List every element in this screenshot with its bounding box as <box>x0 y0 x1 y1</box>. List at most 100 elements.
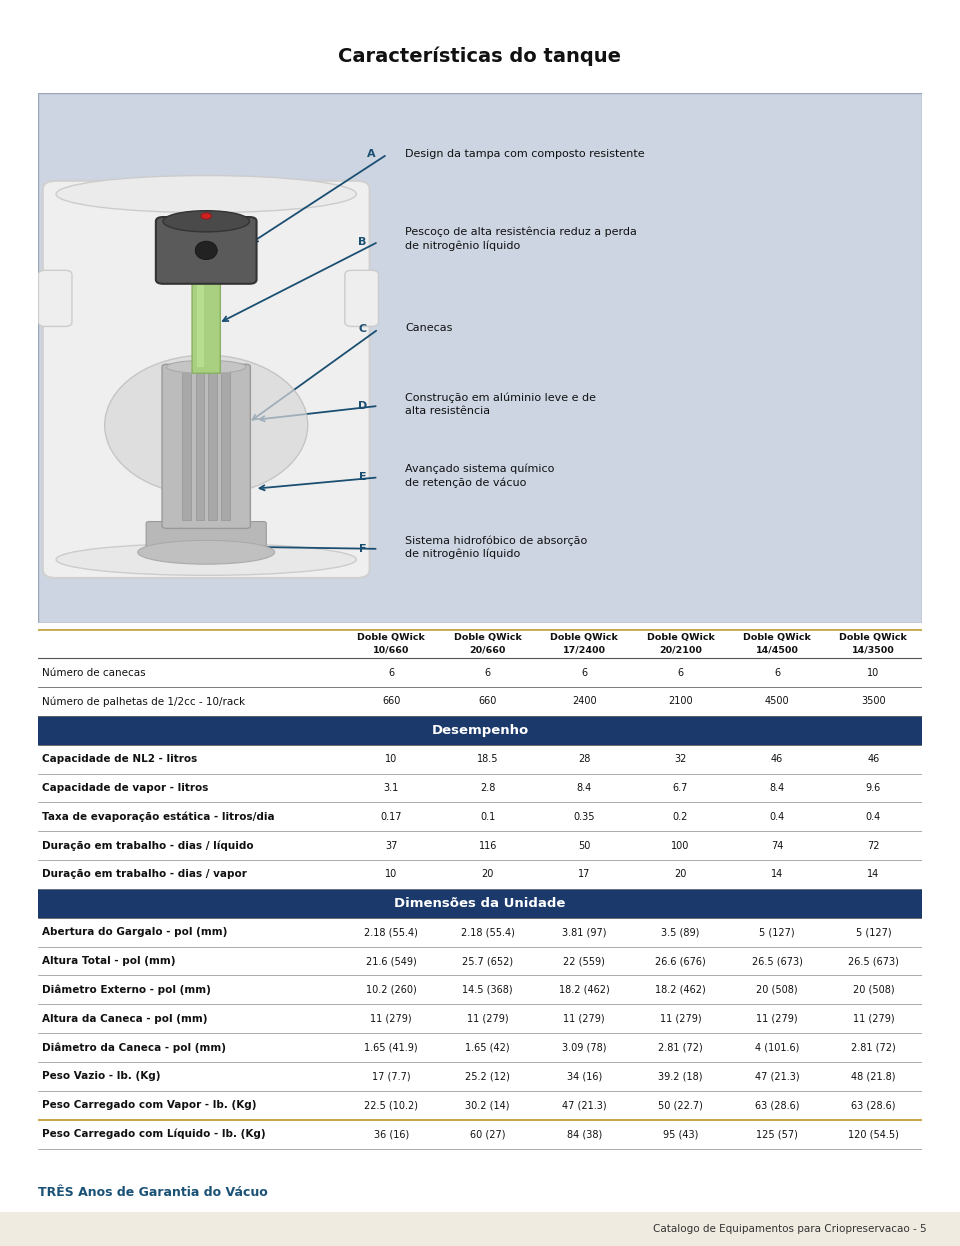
Bar <box>38 976 922 1004</box>
Text: 34 (16): 34 (16) <box>566 1072 602 1082</box>
Text: 18.2 (462): 18.2 (462) <box>655 984 706 994</box>
Bar <box>38 1091 922 1120</box>
Text: Peso Vazio - lb. (Kg): Peso Vazio - lb. (Kg) <box>42 1072 160 1082</box>
Text: 8.4: 8.4 <box>769 782 784 792</box>
FancyBboxPatch shape <box>162 364 251 528</box>
Text: Abertura do Gargalo - pol (mm): Abertura do Gargalo - pol (mm) <box>42 927 228 937</box>
FancyBboxPatch shape <box>43 181 370 578</box>
Ellipse shape <box>163 211 250 232</box>
Text: 11 (279): 11 (279) <box>756 1014 798 1024</box>
Text: Número de canecas: Número de canecas <box>42 668 146 678</box>
Text: Duração em trabalho - dias / líquido: Duração em trabalho - dias / líquido <box>42 840 253 851</box>
Text: 72: 72 <box>867 841 879 851</box>
Text: 2400: 2400 <box>572 697 596 706</box>
Text: 11 (279): 11 (279) <box>371 1014 412 1024</box>
Bar <box>196 373 204 521</box>
FancyBboxPatch shape <box>146 522 266 548</box>
Bar <box>38 745 922 774</box>
Text: 116: 116 <box>478 841 497 851</box>
Text: 25.2 (12): 25.2 (12) <box>466 1072 510 1082</box>
Bar <box>38 1062 922 1091</box>
Text: 0.2: 0.2 <box>673 812 688 822</box>
Text: 3.1: 3.1 <box>384 782 399 792</box>
Bar <box>38 860 922 888</box>
Text: Design da tampa com composto resistente: Design da tampa com composto resistente <box>405 150 644 159</box>
Text: 26.5 (673): 26.5 (673) <box>848 956 899 966</box>
Bar <box>198 279 204 366</box>
Bar <box>182 373 191 521</box>
Text: Pescoço de alta resistência reduz a perda
de nitrogênio líquido: Pescoço de alta resistência reduz a perd… <box>405 227 636 252</box>
Text: 74: 74 <box>771 841 783 851</box>
Bar <box>38 888 922 918</box>
Text: 11 (279): 11 (279) <box>852 1014 894 1024</box>
Text: 660: 660 <box>478 697 497 706</box>
Text: 11 (279): 11 (279) <box>564 1014 605 1024</box>
Text: 5 (127): 5 (127) <box>855 927 891 937</box>
Text: 6: 6 <box>581 668 588 678</box>
Text: 50: 50 <box>578 841 590 851</box>
Text: Desempenho: Desempenho <box>431 724 529 736</box>
Text: 63 (28.6): 63 (28.6) <box>755 1100 800 1110</box>
Text: Avançado sistema químico
de retenção de vácuo: Avançado sistema químico de retenção de … <box>405 464 554 488</box>
Text: 63 (28.6): 63 (28.6) <box>852 1100 896 1110</box>
Text: 0.1: 0.1 <box>480 812 495 822</box>
Text: 0.4: 0.4 <box>769 812 784 822</box>
Text: 14: 14 <box>867 870 879 880</box>
Text: 25.7 (652): 25.7 (652) <box>462 956 514 966</box>
Text: 2.81 (72): 2.81 (72) <box>851 1043 896 1053</box>
Text: 47 (21.3): 47 (21.3) <box>755 1072 800 1082</box>
Text: 20/2100: 20/2100 <box>660 645 702 654</box>
Text: 18.2 (462): 18.2 (462) <box>559 984 610 994</box>
Text: 10: 10 <box>385 870 397 880</box>
Text: Peso Carregado com Líquido - lb. (Kg): Peso Carregado com Líquido - lb. (Kg) <box>42 1129 266 1139</box>
Text: Canecas: Canecas <box>405 323 452 333</box>
Ellipse shape <box>138 541 275 564</box>
Text: E: E <box>359 472 367 482</box>
Text: 6: 6 <box>774 668 780 678</box>
Bar <box>208 373 217 521</box>
Text: D: D <box>358 401 367 411</box>
Text: 11 (279): 11 (279) <box>467 1014 509 1024</box>
Text: Doble QWick: Doble QWick <box>839 633 907 643</box>
Text: Dimensões da Unidade: Dimensões da Unidade <box>395 897 565 910</box>
Text: 26.5 (673): 26.5 (673) <box>752 956 803 966</box>
Text: F: F <box>359 543 367 554</box>
Text: Capacidade de NL2 - litros: Capacidade de NL2 - litros <box>42 754 197 764</box>
Text: 26.6 (676): 26.6 (676) <box>655 956 706 966</box>
Text: Catalogo de Equipamentos para Criopreservacao - 5: Catalogo de Equipamentos para Criopreser… <box>653 1224 926 1235</box>
Text: 20 (508): 20 (508) <box>852 984 894 994</box>
Text: 120 (54.5): 120 (54.5) <box>848 1129 899 1139</box>
Text: 17/2400: 17/2400 <box>563 645 606 654</box>
Text: 14: 14 <box>771 870 783 880</box>
Text: 0.4: 0.4 <box>866 812 881 822</box>
Bar <box>38 1120 922 1149</box>
Bar <box>221 373 230 521</box>
Text: 3.09 (78): 3.09 (78) <box>562 1043 607 1053</box>
Text: 11 (279): 11 (279) <box>660 1014 702 1024</box>
Text: 3500: 3500 <box>861 697 886 706</box>
Bar <box>38 774 922 802</box>
Ellipse shape <box>56 543 356 576</box>
Text: 47 (21.3): 47 (21.3) <box>562 1100 607 1110</box>
Text: 10.2 (260): 10.2 (260) <box>366 984 417 994</box>
Ellipse shape <box>166 360 246 374</box>
Text: 95 (43): 95 (43) <box>662 1129 698 1139</box>
Text: TRÊS Anos de Garantia do Vácuo: TRÊS Anos de Garantia do Vácuo <box>38 1186 268 1199</box>
Text: Doble QWick: Doble QWick <box>454 633 521 643</box>
Text: 46: 46 <box>867 754 879 764</box>
Text: 32: 32 <box>674 754 686 764</box>
Bar <box>38 831 922 860</box>
Ellipse shape <box>195 242 217 259</box>
Text: 18.5: 18.5 <box>477 754 498 764</box>
Text: 14/3500: 14/3500 <box>852 645 895 654</box>
Bar <box>38 1004 922 1033</box>
Text: 6: 6 <box>678 668 684 678</box>
Text: Número de palhetas de 1/2cc - 10/rack: Número de palhetas de 1/2cc - 10/rack <box>42 697 245 706</box>
Bar <box>38 1033 922 1062</box>
Text: 39.2 (18): 39.2 (18) <box>659 1072 703 1082</box>
Text: 14.5 (368): 14.5 (368) <box>463 984 513 994</box>
Text: 28: 28 <box>578 754 590 764</box>
Text: 20: 20 <box>482 870 493 880</box>
Text: 2.8: 2.8 <box>480 782 495 792</box>
Text: 1.65 (42): 1.65 (42) <box>466 1043 510 1053</box>
